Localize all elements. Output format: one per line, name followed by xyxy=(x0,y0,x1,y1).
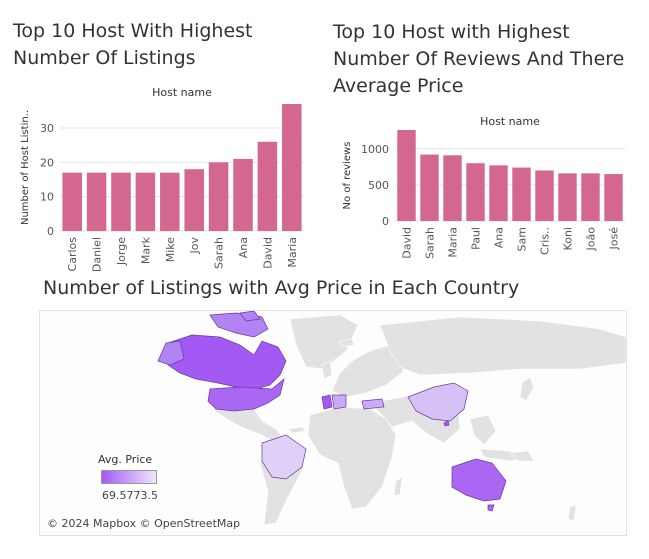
chart2-bar-jos xyxy=(604,174,623,221)
chart1-bar-daniel xyxy=(86,172,107,231)
chart1-category-label: Mike xyxy=(164,237,177,263)
chart2-y-tick-label: 0 xyxy=(382,215,389,228)
chart2-category-label: Koni xyxy=(562,227,575,250)
chart1-bar-ana xyxy=(233,158,253,231)
avg-price-color-legend xyxy=(101,470,157,484)
chart2-x-axis-title: Host name xyxy=(480,115,540,128)
chart2-bar-ana xyxy=(489,165,508,221)
chart1-category-label: Carlos xyxy=(66,237,79,272)
chart1-bar-jorge xyxy=(111,172,131,231)
chart1-y-tick-label: 20 xyxy=(40,156,54,169)
chart1-category-label: Maria xyxy=(286,237,299,268)
chart2-bar-joo xyxy=(581,173,600,221)
chart2-bar-koni xyxy=(558,173,577,221)
chart2-category-label: José xyxy=(608,227,621,251)
chart1-x-axis-title: Host name xyxy=(152,86,212,99)
chart2-y-tick-label: 500 xyxy=(368,179,389,192)
bar-charts: Host name Number of Host Listin.. 0 10 20 30 C… xyxy=(20,86,625,272)
chart1-bar-sarah xyxy=(208,162,229,231)
chart1-bar-carlos xyxy=(62,172,82,231)
chart1-category-label: Jorge xyxy=(115,237,128,266)
chart1-bar-david xyxy=(257,141,278,231)
map-title: Number of Listings with Avg Price in Eac… xyxy=(43,277,520,299)
chart2-category-label: Paul xyxy=(470,227,483,250)
chart1-y-tick-label: 0 xyxy=(47,225,54,238)
map-highlighted-countries xyxy=(157,311,507,512)
chart1-bar-mike xyxy=(160,172,180,231)
world-map-svg xyxy=(157,311,626,526)
chart2-category-label: Sam xyxy=(516,227,529,251)
chart1-category-label: Mark xyxy=(139,236,152,264)
chart2-y-axis-title: No of reviews xyxy=(342,142,353,210)
legend-range: 69.5773.5 xyxy=(102,489,158,502)
world-map[interactable]: Avg. Price 69.5773.5 © 2024 Mapbox © Ope… xyxy=(39,310,627,536)
chart1-category-label: David xyxy=(261,237,274,269)
chart2-category-label: João xyxy=(585,227,598,252)
chart2-bar-cris xyxy=(535,170,554,221)
chart1-y-tick-label: 10 xyxy=(40,191,54,204)
map-attribution[interactable]: © 2024 Mapbox © OpenStreetMap xyxy=(47,517,241,530)
chart2-category-label: David xyxy=(401,227,414,259)
reviews-chart-title: Top 10 Host with Highest Number Of Revie… xyxy=(333,21,625,97)
listings-chart-title: Top 10 Host With Highest Number Of Listi… xyxy=(13,20,253,69)
chart2-bar-sam xyxy=(512,167,531,221)
chart2-category-label: Cris.. xyxy=(539,227,552,255)
chart1-category-label: Sarah xyxy=(213,237,226,269)
chart1-bar-jov xyxy=(184,169,204,231)
chart1-bar-mark xyxy=(135,172,156,231)
chart1-y-tick-label: 30 xyxy=(40,122,54,135)
chart1-category-label: Ana xyxy=(237,237,250,258)
chart2-bar-david xyxy=(397,130,416,221)
chart1-category-label: Daniel xyxy=(91,237,104,272)
chart2-bar-maria xyxy=(443,155,462,221)
chart2-category-label: Ana xyxy=(493,227,506,248)
legend-title: Avg. Price xyxy=(98,453,153,466)
chart2-y-tick-label: 1000 xyxy=(361,143,389,156)
chart1-bar-maria xyxy=(282,104,302,231)
chart2-category-label: Maria xyxy=(447,227,460,258)
chart2-category-label: Sarah xyxy=(424,227,437,259)
chart2-bar-paul xyxy=(466,163,485,221)
chart2-bar-sarah xyxy=(420,154,439,221)
chart1-y-axis-title: Number of Host Listin.. xyxy=(20,110,31,225)
chart1-category-label: Jov xyxy=(188,237,201,255)
